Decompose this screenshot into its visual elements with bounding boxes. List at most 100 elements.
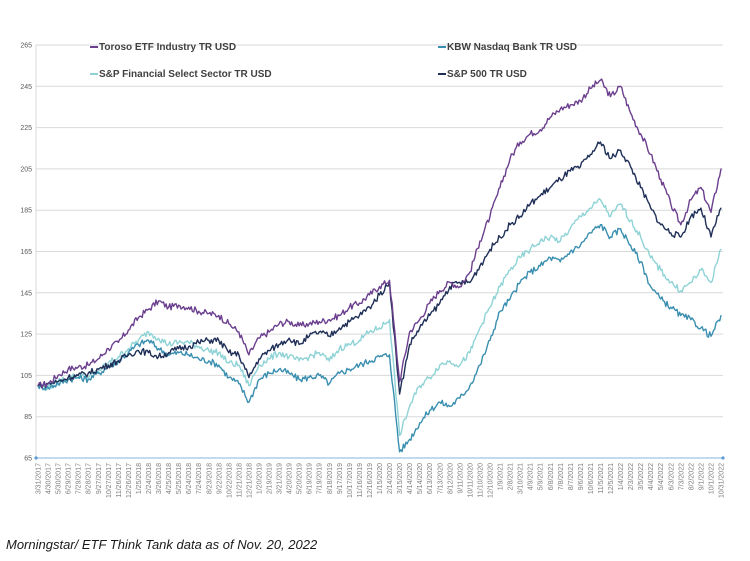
data-point <box>539 240 541 242</box>
data-point <box>298 325 300 327</box>
y-tick-label: 245 <box>20 84 32 91</box>
data-point <box>700 186 702 189</box>
data-point <box>509 157 511 160</box>
data-point <box>529 271 531 273</box>
data-point <box>178 347 180 350</box>
data-point <box>228 362 230 364</box>
x-tick-label: 6/29/2017 <box>66 463 73 494</box>
data-point <box>198 358 200 360</box>
data-point <box>328 383 330 385</box>
x-axis <box>34 456 725 460</box>
data-point <box>710 335 712 337</box>
data-point <box>208 350 210 352</box>
data-point <box>429 314 431 317</box>
y-tick-label: 205 <box>20 166 32 173</box>
data-point <box>539 129 541 131</box>
data-point <box>208 312 210 315</box>
data-point <box>599 141 602 143</box>
data-point <box>529 203 531 205</box>
data-point <box>680 290 682 292</box>
data-point <box>599 199 602 201</box>
x-tick-label: 7/3/2022 <box>678 463 685 490</box>
x-tick-label: 11/21/2018 <box>236 463 243 498</box>
data-point <box>388 279 391 282</box>
x-tick-label: 10/1/2022 <box>708 463 715 494</box>
data-point <box>358 314 361 317</box>
data-point <box>579 215 581 217</box>
data-point <box>97 358 99 360</box>
x-tick-label: 7/8/2021 <box>558 463 565 490</box>
x-tick-label: 12/21/2018 <box>246 463 253 498</box>
data-point <box>228 352 230 354</box>
x-tick-label: 4/14/2020 <box>407 463 414 494</box>
data-point <box>157 356 160 358</box>
data-point <box>619 85 622 87</box>
data-point <box>409 331 411 333</box>
data-point <box>409 405 411 407</box>
data-point <box>619 203 622 205</box>
data-point <box>57 383 59 385</box>
data-point <box>258 364 260 366</box>
data-point <box>429 409 431 412</box>
x-tick-label: 11/26/2017 <box>116 463 123 498</box>
x-tick-label: 9/22/2018 <box>216 463 223 494</box>
x-tick-label: 6/8/2021 <box>548 463 555 490</box>
data-point <box>660 224 662 226</box>
data-point <box>630 166 632 168</box>
data-point <box>559 240 561 242</box>
data-point <box>459 281 461 284</box>
data-point <box>348 306 350 308</box>
data-point <box>238 354 240 356</box>
data-point <box>167 343 170 346</box>
data-point <box>288 337 290 339</box>
data-point <box>107 364 109 366</box>
data-point <box>107 347 109 350</box>
x-tick-label: 6/24/2018 <box>186 463 193 494</box>
x-tick-label: 12/16/2019 <box>367 463 374 498</box>
data-point <box>268 331 270 333</box>
data-point <box>198 341 200 343</box>
data-point <box>218 364 220 366</box>
data-point <box>47 383 49 385</box>
data-point <box>147 352 150 354</box>
data-point <box>318 321 320 323</box>
data-point <box>609 236 612 238</box>
y-tick-label: 85 <box>24 414 32 421</box>
data-point <box>238 383 240 385</box>
data-point <box>57 380 59 383</box>
data-point <box>559 178 561 180</box>
data-point <box>147 331 150 333</box>
y-axis-ticks: 265 245 225 205 185 165 145 125 105 85 65 <box>20 43 32 463</box>
data-point <box>439 302 441 304</box>
source-caption: Morningstar/ ETF Think Tank data as of N… <box>6 537 318 552</box>
data-point <box>579 244 581 246</box>
data-point <box>569 250 571 253</box>
data-point <box>720 207 722 209</box>
data-point <box>589 232 592 234</box>
data-point <box>248 401 250 403</box>
data-point <box>469 352 471 354</box>
data-point <box>137 350 140 352</box>
data-point <box>690 199 692 201</box>
data-point <box>700 207 702 209</box>
x-tick-label: 8/18/2019 <box>327 463 334 494</box>
data-point <box>288 321 290 323</box>
data-point <box>127 354 129 356</box>
x-tick-label: 10/6/2021 <box>588 463 595 494</box>
data-point <box>650 286 652 288</box>
x-tick-label: 8/23/2018 <box>206 463 213 494</box>
legend: Toroso ETF Industry TR USD KBW Nasdaq Ban… <box>90 42 577 80</box>
x-tick-label: 4/25/2018 <box>166 463 173 494</box>
series-line-0 <box>37 78 722 389</box>
data-point <box>459 364 461 366</box>
data-point <box>157 300 160 302</box>
data-point <box>178 341 180 343</box>
data-point <box>368 331 371 333</box>
data-point <box>67 376 69 379</box>
data-point <box>529 248 531 251</box>
y-tick-label: 165 <box>20 249 32 256</box>
data-point <box>449 405 451 407</box>
data-point <box>218 352 220 354</box>
data-point <box>519 215 521 217</box>
data-point <box>489 339 491 341</box>
